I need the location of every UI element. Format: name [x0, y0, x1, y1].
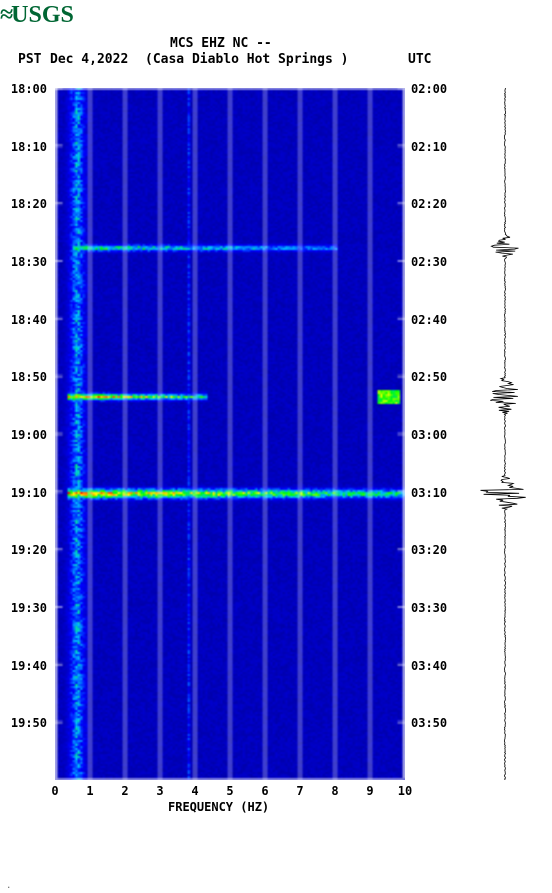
- x-tick: 2: [115, 784, 135, 798]
- x-tick: 5: [220, 784, 240, 798]
- spectrogram-plot: [55, 88, 405, 780]
- x-tick: 3: [150, 784, 170, 798]
- station-id-line: MCS EHZ NC --: [170, 36, 272, 51]
- left-tick: 19:50: [7, 716, 47, 730]
- right-timezone: UTC: [408, 52, 431, 67]
- right-tick: 03:50: [411, 716, 451, 730]
- left-tick: 18:10: [7, 140, 47, 154]
- x-tick: 4: [185, 784, 205, 798]
- right-tick: 03:40: [411, 659, 451, 673]
- right-tick: 03:10: [411, 486, 451, 500]
- frequency-axis-label: FREQUENCY (HZ): [168, 800, 269, 814]
- left-tick: 18:20: [7, 197, 47, 211]
- header-date: Dec 4,2022: [50, 52, 128, 67]
- header-location: (Casa Diablo Hot Springs ): [145, 52, 349, 67]
- right-tick: 02:50: [411, 370, 451, 384]
- x-tick: 7: [290, 784, 310, 798]
- usgs-logo: ≈ USGS: [0, 2, 74, 29]
- left-tick: 18:50: [7, 370, 47, 384]
- left-timezone: PST: [18, 52, 41, 67]
- right-tick: 03:30: [411, 601, 451, 615]
- left-tick: 18:30: [7, 255, 47, 269]
- x-tick: 6: [255, 784, 275, 798]
- right-tick: 02:40: [411, 313, 451, 327]
- right-tick: 03:00: [411, 428, 451, 442]
- logo-text: USGS: [11, 2, 74, 29]
- waveform-path: [481, 88, 526, 780]
- left-tick: 19:10: [7, 486, 47, 500]
- right-tick: 03:20: [411, 543, 451, 557]
- footer-mark: .: [6, 881, 11, 891]
- waveform-trace: [470, 88, 540, 780]
- x-tick: 9: [360, 784, 380, 798]
- right-tick: 02:30: [411, 255, 451, 269]
- right-tick: 02:20: [411, 197, 451, 211]
- left-tick: 18:40: [7, 313, 47, 327]
- x-tick: 10: [395, 784, 415, 798]
- right-tick: 02:00: [411, 82, 451, 96]
- logo-wave-icon: ≈: [0, 2, 9, 29]
- x-tick: 8: [325, 784, 345, 798]
- left-tick: 18:00: [7, 82, 47, 96]
- x-tick: 1: [80, 784, 100, 798]
- right-tick: 02:10: [411, 140, 451, 154]
- spectrogram-canvas: [55, 88, 405, 780]
- left-tick: 19:20: [7, 543, 47, 557]
- x-tick: 0: [45, 784, 65, 798]
- left-tick: 19:30: [7, 601, 47, 615]
- left-tick: 19:40: [7, 659, 47, 673]
- left-tick: 19:00: [7, 428, 47, 442]
- waveform-panel: [470, 88, 540, 780]
